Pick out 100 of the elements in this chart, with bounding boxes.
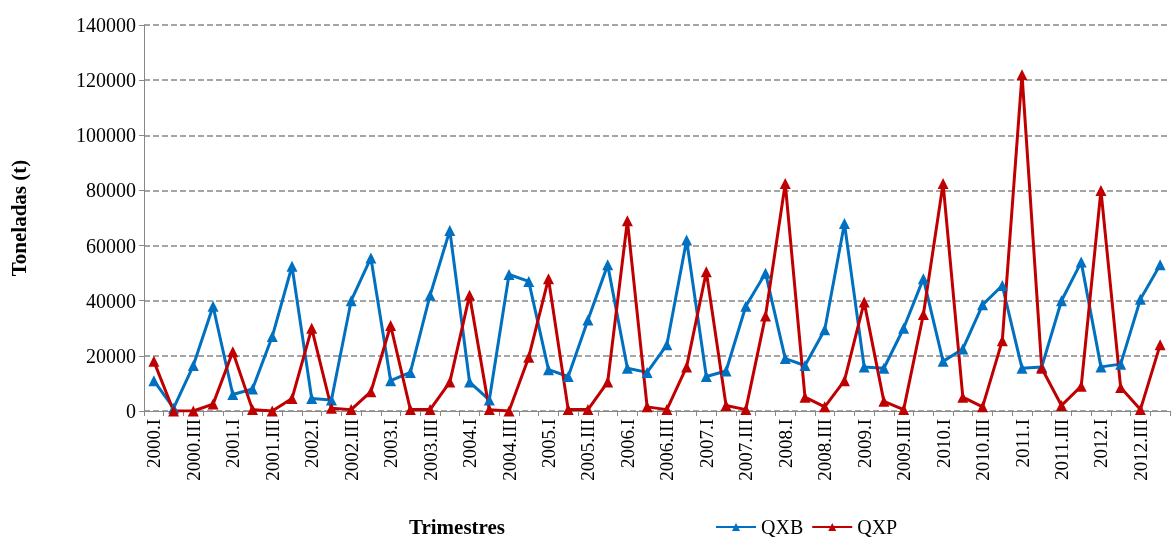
point — [542, 364, 554, 376]
point — [464, 289, 476, 301]
y-axis-title: Toneladas (t) — [6, 159, 31, 277]
point — [266, 405, 278, 417]
point — [483, 404, 495, 416]
x-tick-label: 2006.I — [616, 419, 638, 469]
point — [266, 331, 278, 343]
point — [424, 289, 436, 301]
point — [286, 260, 298, 272]
point — [602, 259, 614, 271]
x-tick-label: 2001.III — [261, 419, 283, 481]
point — [661, 404, 673, 416]
point — [720, 365, 732, 377]
point — [148, 375, 160, 387]
point — [779, 353, 791, 365]
point — [740, 404, 752, 416]
point — [957, 343, 969, 355]
point — [937, 355, 949, 367]
point — [365, 252, 377, 264]
point — [444, 224, 456, 236]
point — [207, 300, 219, 312]
point — [681, 234, 693, 246]
point — [878, 395, 890, 407]
point — [858, 296, 870, 308]
x-tick-label: 2011.I — [1011, 419, 1033, 468]
point — [1016, 362, 1028, 374]
point — [760, 267, 772, 279]
point — [917, 309, 929, 320]
point — [1134, 404, 1146, 416]
point — [996, 335, 1008, 347]
point — [523, 275, 535, 287]
point — [306, 393, 318, 405]
point — [325, 402, 337, 414]
point — [1115, 358, 1127, 370]
x-tick-label: 2012.I — [1090, 419, 1112, 469]
point — [838, 375, 850, 387]
x-tick-label: 2004.I — [459, 419, 481, 469]
point — [148, 355, 160, 367]
point — [1115, 382, 1127, 394]
x-tick-label: 2001.I — [222, 419, 244, 469]
x-tick-label: 2006.III — [656, 419, 678, 481]
point — [700, 371, 712, 383]
point — [1134, 293, 1146, 305]
legend-label: QXP — [857, 516, 898, 538]
point — [227, 388, 239, 400]
x-tick-label: 2007.III — [735, 419, 757, 481]
point — [819, 324, 831, 336]
x-tick-label: 2012.III — [1129, 419, 1151, 481]
point — [621, 215, 633, 227]
legend-label: QXB — [761, 516, 804, 538]
x-tick-label: 2003.I — [380, 419, 402, 469]
point — [838, 218, 850, 230]
point — [562, 371, 574, 383]
x-tick-label: 2005.I — [537, 419, 559, 469]
point — [898, 404, 910, 416]
point — [641, 366, 653, 378]
point — [760, 310, 772, 322]
point — [1154, 339, 1166, 351]
y-tick-label: 0 — [126, 400, 136, 422]
point — [898, 322, 910, 334]
point — [365, 386, 377, 398]
x-tick-label: 2008.III — [814, 419, 836, 481]
y-tick-label: 140000 — [76, 14, 136, 36]
point — [227, 346, 239, 358]
y-tick-label: 60000 — [86, 234, 136, 257]
x-tick-label: 2010.III — [972, 419, 994, 481]
point — [404, 404, 416, 416]
point — [819, 401, 831, 413]
point — [503, 405, 515, 417]
point — [700, 266, 712, 278]
point — [286, 393, 298, 405]
point — [1016, 69, 1028, 81]
y-tick-label: 120000 — [76, 69, 136, 92]
point — [542, 273, 554, 285]
point — [247, 404, 259, 416]
point — [187, 405, 199, 417]
point — [799, 360, 811, 372]
point — [187, 360, 199, 372]
x-tick-label: 2008.I — [774, 419, 796, 469]
point — [957, 391, 969, 403]
point — [582, 314, 594, 326]
point — [740, 300, 752, 312]
point — [385, 375, 397, 387]
point — [503, 269, 515, 281]
point — [1154, 259, 1166, 271]
point — [582, 404, 594, 416]
point — [1095, 184, 1107, 196]
x-tick-label: 2000.I — [143, 419, 165, 469]
x-tick-label: 2009.I — [853, 419, 875, 469]
point — [306, 322, 318, 334]
y-tick-label: 20000 — [86, 344, 136, 367]
x-tick-label: 2002.I — [301, 419, 323, 469]
point — [917, 273, 929, 285]
point — [345, 295, 357, 307]
point — [404, 366, 416, 378]
y-tick-label: 100000 — [76, 124, 136, 147]
point — [207, 398, 219, 410]
x-tick-label: 2004.III — [498, 419, 520, 481]
point — [720, 399, 732, 411]
point — [779, 178, 791, 190]
